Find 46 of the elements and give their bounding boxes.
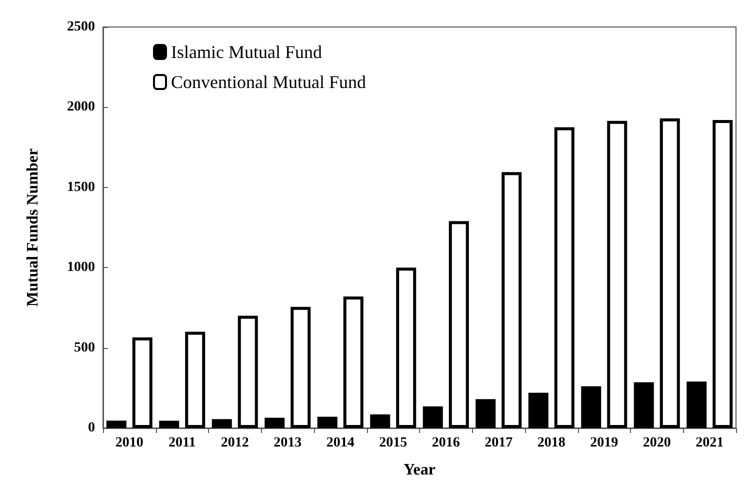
x-tick-label: 2011 xyxy=(168,436,196,450)
bar xyxy=(712,120,733,428)
bar xyxy=(607,120,628,428)
x-tick-label: 2020 xyxy=(642,436,671,450)
x-tick-label: 2018 xyxy=(537,436,566,450)
bar xyxy=(185,332,206,428)
bar xyxy=(106,420,126,428)
x-tick-label: 2012 xyxy=(220,436,249,450)
x-tick-label: 2010 xyxy=(115,436,144,450)
x-tick-label: 2014 xyxy=(326,436,354,450)
bar xyxy=(502,172,522,428)
x-tick-label: 2015 xyxy=(379,436,408,450)
x-tick-label: 2017 xyxy=(484,436,513,450)
bar xyxy=(132,337,152,428)
legend-label: Islamic Mutual Fund xyxy=(171,42,322,62)
bar xyxy=(476,399,496,428)
bar xyxy=(212,419,232,428)
bar xyxy=(396,268,416,428)
x-axis-title: Year xyxy=(404,462,436,478)
x-tick-label: 2021 xyxy=(696,436,724,450)
bar xyxy=(554,127,574,428)
legend-label: Conventional Mutual Fund xyxy=(171,72,366,92)
x-tick-label: 2019 xyxy=(590,436,618,450)
bar xyxy=(660,118,680,428)
x-tick-label: 2013 xyxy=(274,436,302,450)
bar xyxy=(448,221,469,428)
y-tick-label: 500 xyxy=(74,340,95,356)
bar xyxy=(343,296,364,428)
bar xyxy=(422,406,443,428)
bar xyxy=(317,416,338,428)
bar xyxy=(528,392,548,428)
bar xyxy=(581,386,602,428)
bar xyxy=(159,420,180,428)
bar xyxy=(686,381,707,428)
y-tick-label: 2500 xyxy=(67,20,95,34)
x-tick-label: 2016 xyxy=(432,436,460,450)
y-tick-label: 1000 xyxy=(67,260,95,276)
bar xyxy=(290,306,311,428)
bar xyxy=(238,316,258,428)
y-tick-label: 2000 xyxy=(67,100,95,115)
y-tick-label: 0 xyxy=(88,420,95,436)
y-tick-label: 1500 xyxy=(67,180,95,195)
bar xyxy=(634,382,654,428)
y-axis-title: Mutual Funds Number xyxy=(24,148,42,307)
bar xyxy=(264,418,285,428)
bar xyxy=(370,414,390,428)
